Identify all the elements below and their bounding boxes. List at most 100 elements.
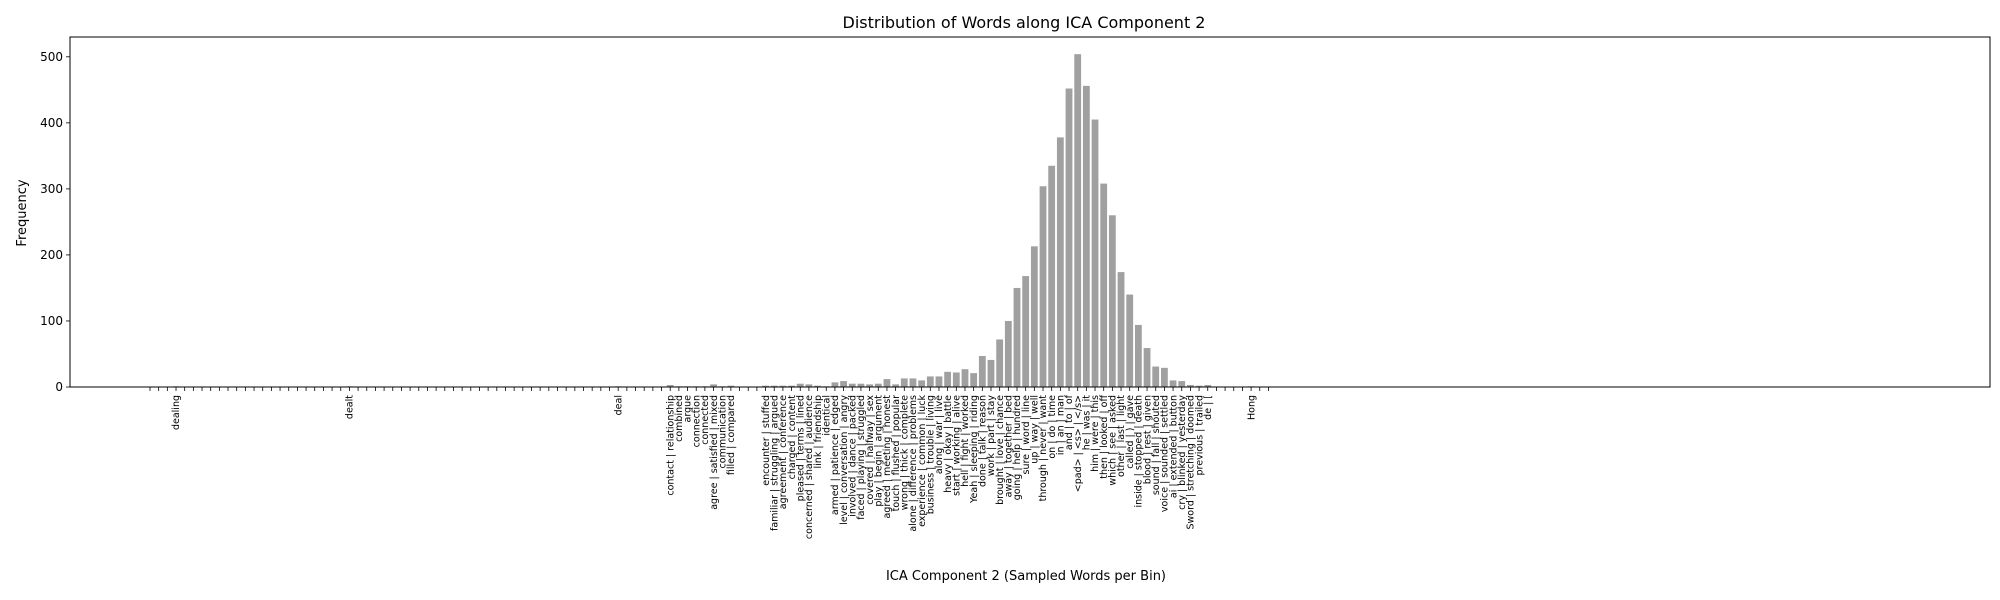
x-tick-label: communication <box>717 395 728 468</box>
bar <box>762 385 769 387</box>
x-tick-label: touch | flushed | popular <box>891 395 902 511</box>
bar <box>996 339 1004 387</box>
bar <box>1108 215 1116 387</box>
x-axis-label: ICA Component 2 (Sampled Words per Bin) <box>886 569 1166 584</box>
bar <box>874 383 882 387</box>
x-tick-label: business | trouble | living <box>926 395 937 514</box>
bar <box>1022 276 1030 387</box>
bar <box>805 384 813 387</box>
bar <box>727 385 735 387</box>
x-tick-label: cry | blinked | yesterday <box>1177 395 1188 510</box>
x-tick-label: identical <box>821 395 832 436</box>
x-tick-label: encounter | stuffed <box>761 395 772 486</box>
x-tick-label: work | part | stay <box>986 395 997 476</box>
bar <box>970 373 978 387</box>
y-tick-label: 400 <box>40 116 63 130</box>
bar <box>883 379 891 387</box>
bar <box>666 385 674 387</box>
x-tick-label: covered | halfway | sex <box>865 395 876 505</box>
bar <box>1091 119 1099 388</box>
x-tick-label: hell | fight | worked <box>960 395 971 487</box>
bar <box>796 383 804 387</box>
bar <box>1117 272 1125 387</box>
x-tick-label: contact | relationship <box>665 395 676 496</box>
x-tick-label: blood | rest | given <box>1142 395 1153 484</box>
x-tick-label: then | looked | off <box>1099 395 1110 479</box>
bar <box>1074 54 1082 388</box>
x-tick-label: link | friendship <box>813 395 824 468</box>
x-tick-label: in | an | man <box>1056 395 1067 455</box>
bar <box>944 371 952 387</box>
bar <box>909 378 917 387</box>
bar <box>1039 186 1047 387</box>
bar <box>1056 137 1064 387</box>
bar <box>788 385 795 387</box>
y-tick-label: 500 <box>40 50 63 64</box>
bar <box>1030 246 1038 387</box>
x-tick-label: dealt <box>345 395 356 419</box>
bar <box>900 378 908 387</box>
bar <box>961 369 969 387</box>
bar <box>1013 287 1021 387</box>
x-tick-label: up | way | well <box>1030 395 1041 464</box>
x-tick-label: heavy | okay | battle <box>943 395 954 493</box>
x-tick-label: charged | content <box>787 395 798 480</box>
bar <box>1195 385 1203 387</box>
bar <box>952 372 960 387</box>
x-tick-label: <pad> | <s> | </s> <box>1073 395 1084 492</box>
x-tick-label: Sword | stretching | doomed <box>1186 395 1197 530</box>
x-tick-label: de | [ <box>1203 395 1214 420</box>
x-tick-label: done | talk | reason <box>978 395 989 487</box>
plot-frame <box>69 36 1991 388</box>
x-tick-label: agreed | meeting | honest <box>882 395 893 519</box>
y-tick-label: 300 <box>40 182 63 196</box>
bar <box>978 355 986 387</box>
bar <box>1134 324 1142 387</box>
x-tick-label: play | begin | argument <box>873 395 884 507</box>
x-tick-label: called | ) | gave <box>1125 395 1136 469</box>
x-tick-label: away | together | bed <box>1004 395 1015 497</box>
bar <box>840 381 847 387</box>
x-tick-label: sure | word | line <box>1021 395 1032 475</box>
x-tick-label: argue <box>683 395 694 423</box>
bar <box>866 384 874 387</box>
bar <box>1126 294 1134 387</box>
x-tick-label: agreement | conference <box>778 395 789 509</box>
bar <box>857 383 865 387</box>
x-tick-label: wrong | thick | complete <box>899 395 910 510</box>
x-tick-label: deal <box>613 395 624 415</box>
x-tick-label: and | to | of <box>1064 394 1075 450</box>
x-tick-label: armed | patience | edged <box>830 395 841 515</box>
x-tick-label: connection <box>691 395 702 447</box>
bar <box>1152 366 1160 387</box>
x-tick-label: which | see | asked <box>1108 395 1119 486</box>
y-tick-label: 200 <box>40 248 63 262</box>
bar <box>987 359 995 387</box>
x-tick-label: filled | compared <box>726 395 737 475</box>
bar <box>1178 381 1186 387</box>
x-tick-label: level | conversation | angry <box>839 395 850 525</box>
bar <box>1048 165 1056 387</box>
x-tick-label: start | working | alive <box>952 395 963 496</box>
y-tick-label: 0 <box>55 380 63 394</box>
bar <box>935 376 943 387</box>
bar <box>710 384 717 387</box>
bar <box>848 383 856 387</box>
x-tick-label: on | do | time <box>1047 395 1058 459</box>
x-tick-label: pleased | terms | lined <box>795 395 806 501</box>
bar <box>926 376 934 387</box>
x-tick-label: connected <box>700 395 711 445</box>
bar <box>1004 320 1012 387</box>
bar <box>918 380 926 387</box>
x-tick-label: brought | love | chance <box>995 395 1006 505</box>
x-tick-label: him | were | this <box>1090 395 1101 472</box>
x-tick-label: Hong <box>1246 395 1257 420</box>
x-tick-label: combined <box>674 395 685 442</box>
x-tick-label: agree | satisfied | mixed <box>709 395 720 510</box>
x-tick-label: alone | difference | problems <box>908 395 919 532</box>
x-tick-label: going | help | hundred <box>1012 395 1023 500</box>
x-tick-label: voice | sounded | settled <box>1160 395 1171 512</box>
x-tick-label: other | last | light <box>1116 395 1127 477</box>
x-tick-label: familiar | struggling | argued <box>769 395 780 531</box>
